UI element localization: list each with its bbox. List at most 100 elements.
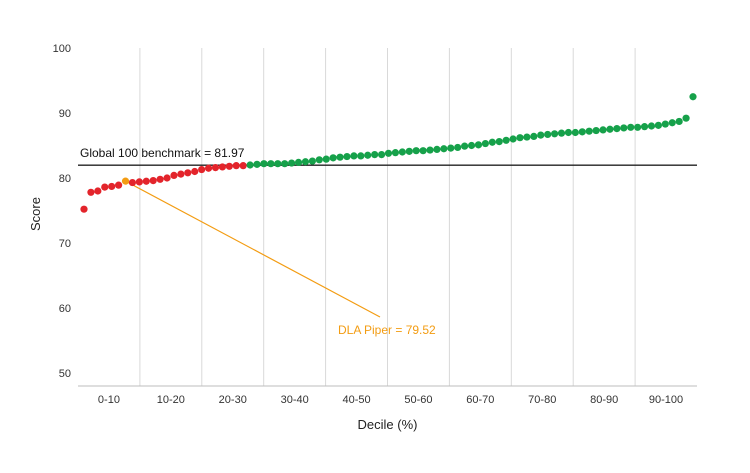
x-tick-label: 50-60 <box>404 394 432 406</box>
data-point <box>350 152 358 160</box>
data-point <box>578 128 586 136</box>
data-point <box>253 160 261 168</box>
data-point <box>301 158 310 166</box>
data-point <box>454 143 462 152</box>
data-point <box>606 125 614 133</box>
data-point <box>391 149 400 157</box>
y-tick-label: 90 <box>59 108 71 120</box>
x-tick-label: 0-10 <box>98 394 120 406</box>
data-point <box>204 164 213 172</box>
y-axis-title: Score <box>28 197 43 231</box>
data-point <box>163 174 171 182</box>
data-point <box>433 145 441 153</box>
data-point <box>274 160 282 168</box>
data-point <box>115 181 123 189</box>
data-point <box>260 160 268 168</box>
data-point <box>94 187 102 195</box>
data-point <box>336 153 344 161</box>
data-point <box>211 164 220 172</box>
data-point <box>537 131 545 139</box>
data-point <box>101 183 109 191</box>
data-point <box>343 152 351 161</box>
data-point <box>654 121 663 129</box>
x-tick-label: 80-90 <box>590 394 618 406</box>
data-point <box>640 123 649 131</box>
data-point <box>689 93 697 101</box>
y-tick-label: 100 <box>53 43 71 55</box>
y-tick-label: 70 <box>59 238 71 250</box>
x-tick-label: 20-30 <box>219 394 247 406</box>
y-tick-label: 50 <box>59 368 71 380</box>
x-tick-label: 30-40 <box>281 394 309 406</box>
data-point <box>371 151 379 159</box>
data-point <box>87 188 95 196</box>
y-tick-label: 80 <box>59 173 71 185</box>
data-point <box>661 120 669 128</box>
x-tick-label: 70-80 <box>528 394 556 406</box>
data-point <box>315 156 323 164</box>
data-point <box>232 162 240 170</box>
data-point <box>108 182 116 191</box>
data-point <box>294 158 303 166</box>
data-point <box>474 141 483 149</box>
vertical-gridlines <box>139 48 636 386</box>
data-point <box>634 123 642 131</box>
data-point <box>668 119 676 127</box>
data-point <box>495 138 503 146</box>
data-point <box>509 135 517 143</box>
data-point <box>571 128 579 137</box>
data-point <box>177 170 185 178</box>
data-point <box>357 152 365 160</box>
data-point <box>557 129 566 137</box>
data-point <box>447 144 455 152</box>
data-point <box>426 146 434 154</box>
data-point <box>191 167 199 176</box>
x-tick-label: 90-100 <box>649 394 683 406</box>
data-point <box>156 175 164 183</box>
data-point <box>550 130 559 138</box>
data-point <box>544 130 552 139</box>
data-point <box>419 147 427 155</box>
data-point <box>461 142 469 150</box>
data-point <box>488 138 496 146</box>
data-point <box>440 145 448 153</box>
data-point <box>288 159 296 167</box>
data-point <box>225 162 233 170</box>
x-tick-label: 40-50 <box>342 394 370 406</box>
data-point <box>592 126 600 135</box>
data-points <box>80 93 697 213</box>
x-axis-tick-labels: 0-10 10-20 20-30 30-40 40-50 50-60 60-70 70-80 8… <box>98 394 683 406</box>
data-point <box>80 205 88 213</box>
data-point <box>308 157 316 165</box>
data-point <box>682 114 690 122</box>
data-point <box>398 148 406 156</box>
data-point <box>128 178 137 187</box>
highlight-label: DLA Piper = 79.52 <box>338 323 436 337</box>
data-point <box>502 136 510 144</box>
data-point <box>170 171 178 179</box>
data-point <box>384 149 393 157</box>
data-point <box>218 163 227 171</box>
data-point <box>585 127 593 135</box>
data-point <box>481 139 489 148</box>
data-point <box>613 125 621 133</box>
y-axis-tick-labels: 50 60 70 80 90 100 <box>53 43 71 380</box>
data-point <box>246 161 254 169</box>
data-point <box>281 160 289 168</box>
data-point <box>620 124 628 132</box>
data-point <box>364 151 372 159</box>
data-point <box>377 151 386 159</box>
data-point <box>627 123 635 131</box>
x-tick-label: 10-20 <box>157 394 185 406</box>
benchmark-label: Global 100 benchmark = 81.97 <box>80 146 245 160</box>
data-point <box>198 165 206 174</box>
data-point <box>239 162 247 170</box>
data-point <box>149 177 157 185</box>
data-point <box>142 177 150 185</box>
x-axis-title: Decile (%) <box>358 417 418 432</box>
data-point <box>467 141 476 150</box>
highlight-callout-line <box>125 180 381 318</box>
data-point <box>516 134 524 142</box>
data-point <box>405 147 413 155</box>
